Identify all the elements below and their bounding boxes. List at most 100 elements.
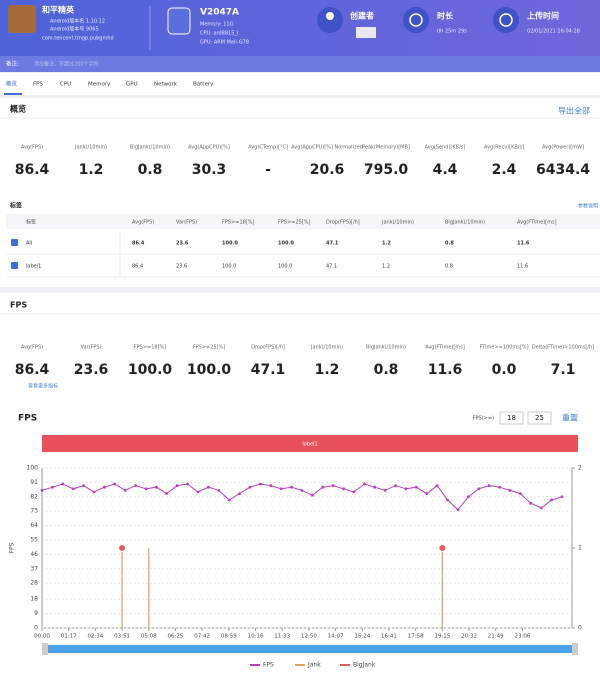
table-cell: 11.6: [517, 241, 530, 247]
fps-point: [144, 487, 148, 491]
legend-label[interactable]: BigJank: [353, 662, 376, 669]
fps-point: [71, 487, 75, 491]
x-tick-label: 08:59: [221, 634, 237, 640]
checkbox[interactable]: [11, 239, 18, 246]
metric-label: Avg(AppCPU)[%]: [188, 145, 230, 151]
labels-title: 标签: [9, 202, 23, 210]
metric-label: Var(FPS): [80, 345, 101, 351]
chart-title: FPS: [18, 414, 37, 424]
fps-point: [383, 489, 387, 492]
metric-label: Jank(/10min): [310, 345, 343, 351]
metric-value: 4.4: [433, 162, 458, 178]
threshold-input[interactable]: [527, 411, 552, 425]
tab[interactable]: FPS: [33, 82, 43, 88]
fps-point: [373, 485, 377, 489]
scroll-handle[interactable]: [572, 643, 578, 655]
x-tick-label: 12:50: [301, 634, 317, 640]
fps-point: [61, 482, 65, 486]
device-name: V2047A: [200, 8, 239, 18]
table-cell: 47.1: [326, 241, 339, 247]
threshold-label: FPS(>=): [473, 416, 494, 422]
metric-label: Avg(Send)[KB/s]: [425, 145, 466, 151]
scroll-handle[interactable]: [42, 643, 48, 655]
creator-label: 创建者: [349, 11, 374, 21]
overview-card: [0, 98, 600, 287]
table-header: Jank(/10min): [381, 220, 414, 226]
phone-icon: [167, 7, 191, 35]
reset-button[interactable]: 重置: [562, 413, 578, 423]
threshold-input[interactable]: [499, 411, 524, 425]
fps-point: [529, 501, 533, 505]
y-tick-label: 82: [30, 493, 38, 500]
export-button[interactable]: 导出全部: [558, 106, 590, 116]
table-header: 标签: [26, 219, 36, 226]
threshold-value: 18: [507, 414, 516, 422]
fps-point: [217, 489, 221, 492]
x-tick-label: 20:32: [461, 634, 477, 640]
label-band-text: label1: [302, 442, 317, 448]
legend-label[interactable]: Jank: [307, 662, 321, 669]
y-tick-label: 73: [30, 508, 38, 515]
y-tick-label: 91: [30, 479, 38, 486]
x-tick-label: 07:42: [194, 634, 210, 640]
y2-tick-label: 0: [578, 625, 582, 632]
tab[interactable]: GPU: [126, 82, 138, 88]
tab[interactable]: Battery: [193, 82, 214, 88]
upload-icon: [493, 7, 519, 33]
more-link[interactable]: 查看更多指标: [28, 383, 58, 390]
tab[interactable]: Network: [154, 82, 178, 88]
table-cell: 23.6: [176, 264, 187, 270]
fps-point: [425, 492, 429, 495]
table-cell: All: [26, 241, 32, 247]
fps-point: [206, 485, 210, 489]
checkbox[interactable]: [11, 262, 18, 269]
note-bg: [0, 56, 600, 72]
metric-label: Avg(FPS): [21, 145, 43, 151]
legend-label[interactable]: FPS: [263, 662, 274, 669]
fps-point: [518, 492, 522, 495]
y-tick-label: 46: [30, 551, 38, 558]
fps-point: [290, 485, 293, 489]
creator-avatar: [356, 27, 376, 38]
fps-point: [123, 489, 127, 492]
fps-card: [0, 293, 600, 674]
y-tick-label: 55: [30, 537, 38, 544]
fps-point: [227, 498, 231, 502]
table-cell: 11.6: [517, 264, 528, 270]
table-header: FPS>=18[%]: [222, 220, 255, 226]
metric-value: 1.2: [315, 362, 340, 378]
metric-value: 11.6: [428, 362, 463, 378]
table-cell: 100.0: [278, 241, 294, 247]
upload-time: 02/01/2021 16:04:28: [527, 29, 580, 35]
tabs-bg: [0, 73, 600, 95]
fps-point: [560, 495, 564, 499]
x-tick-label: 21:49: [488, 634, 504, 640]
metric-value: 795.0: [364, 162, 409, 178]
fps-point: [352, 490, 356, 494]
metric-value: 86.4: [15, 362, 50, 378]
tab[interactable]: 概览: [6, 80, 18, 88]
fps-point: [362, 482, 366, 486]
device-memory: Memory: 11G: [200, 22, 234, 28]
note-input[interactable]: 添加备注，不超过200个字符: [34, 61, 99, 68]
scrollbar[interactable]: [42, 645, 578, 653]
fps-point: [466, 495, 470, 499]
tab[interactable]: CPU: [60, 82, 71, 88]
metric-value: 0.0: [492, 362, 517, 378]
table-header: FPS>=25[%]: [278, 220, 311, 226]
metric-label: Avg(FPS): [21, 345, 43, 351]
fps-point: [342, 487, 345, 491]
fps-point: [404, 487, 408, 491]
metric-label: FTime>=100ms[%]: [479, 345, 528, 351]
tab[interactable]: Memory: [88, 82, 111, 88]
param-link[interactable]: 参数说明: [578, 203, 598, 210]
fps-point: [550, 498, 553, 502]
metric-label: FPS>=18[%]: [134, 345, 167, 351]
metric-label: Drop(FPS)[/h]: [251, 345, 285, 351]
y-tick-label: 0: [34, 625, 38, 632]
y2-tick-label: 1: [578, 545, 582, 552]
fps-point: [134, 484, 137, 487]
fps-point: [196, 490, 200, 494]
y-tick-label: 37: [30, 565, 38, 572]
duration-label: 时长: [437, 11, 454, 21]
